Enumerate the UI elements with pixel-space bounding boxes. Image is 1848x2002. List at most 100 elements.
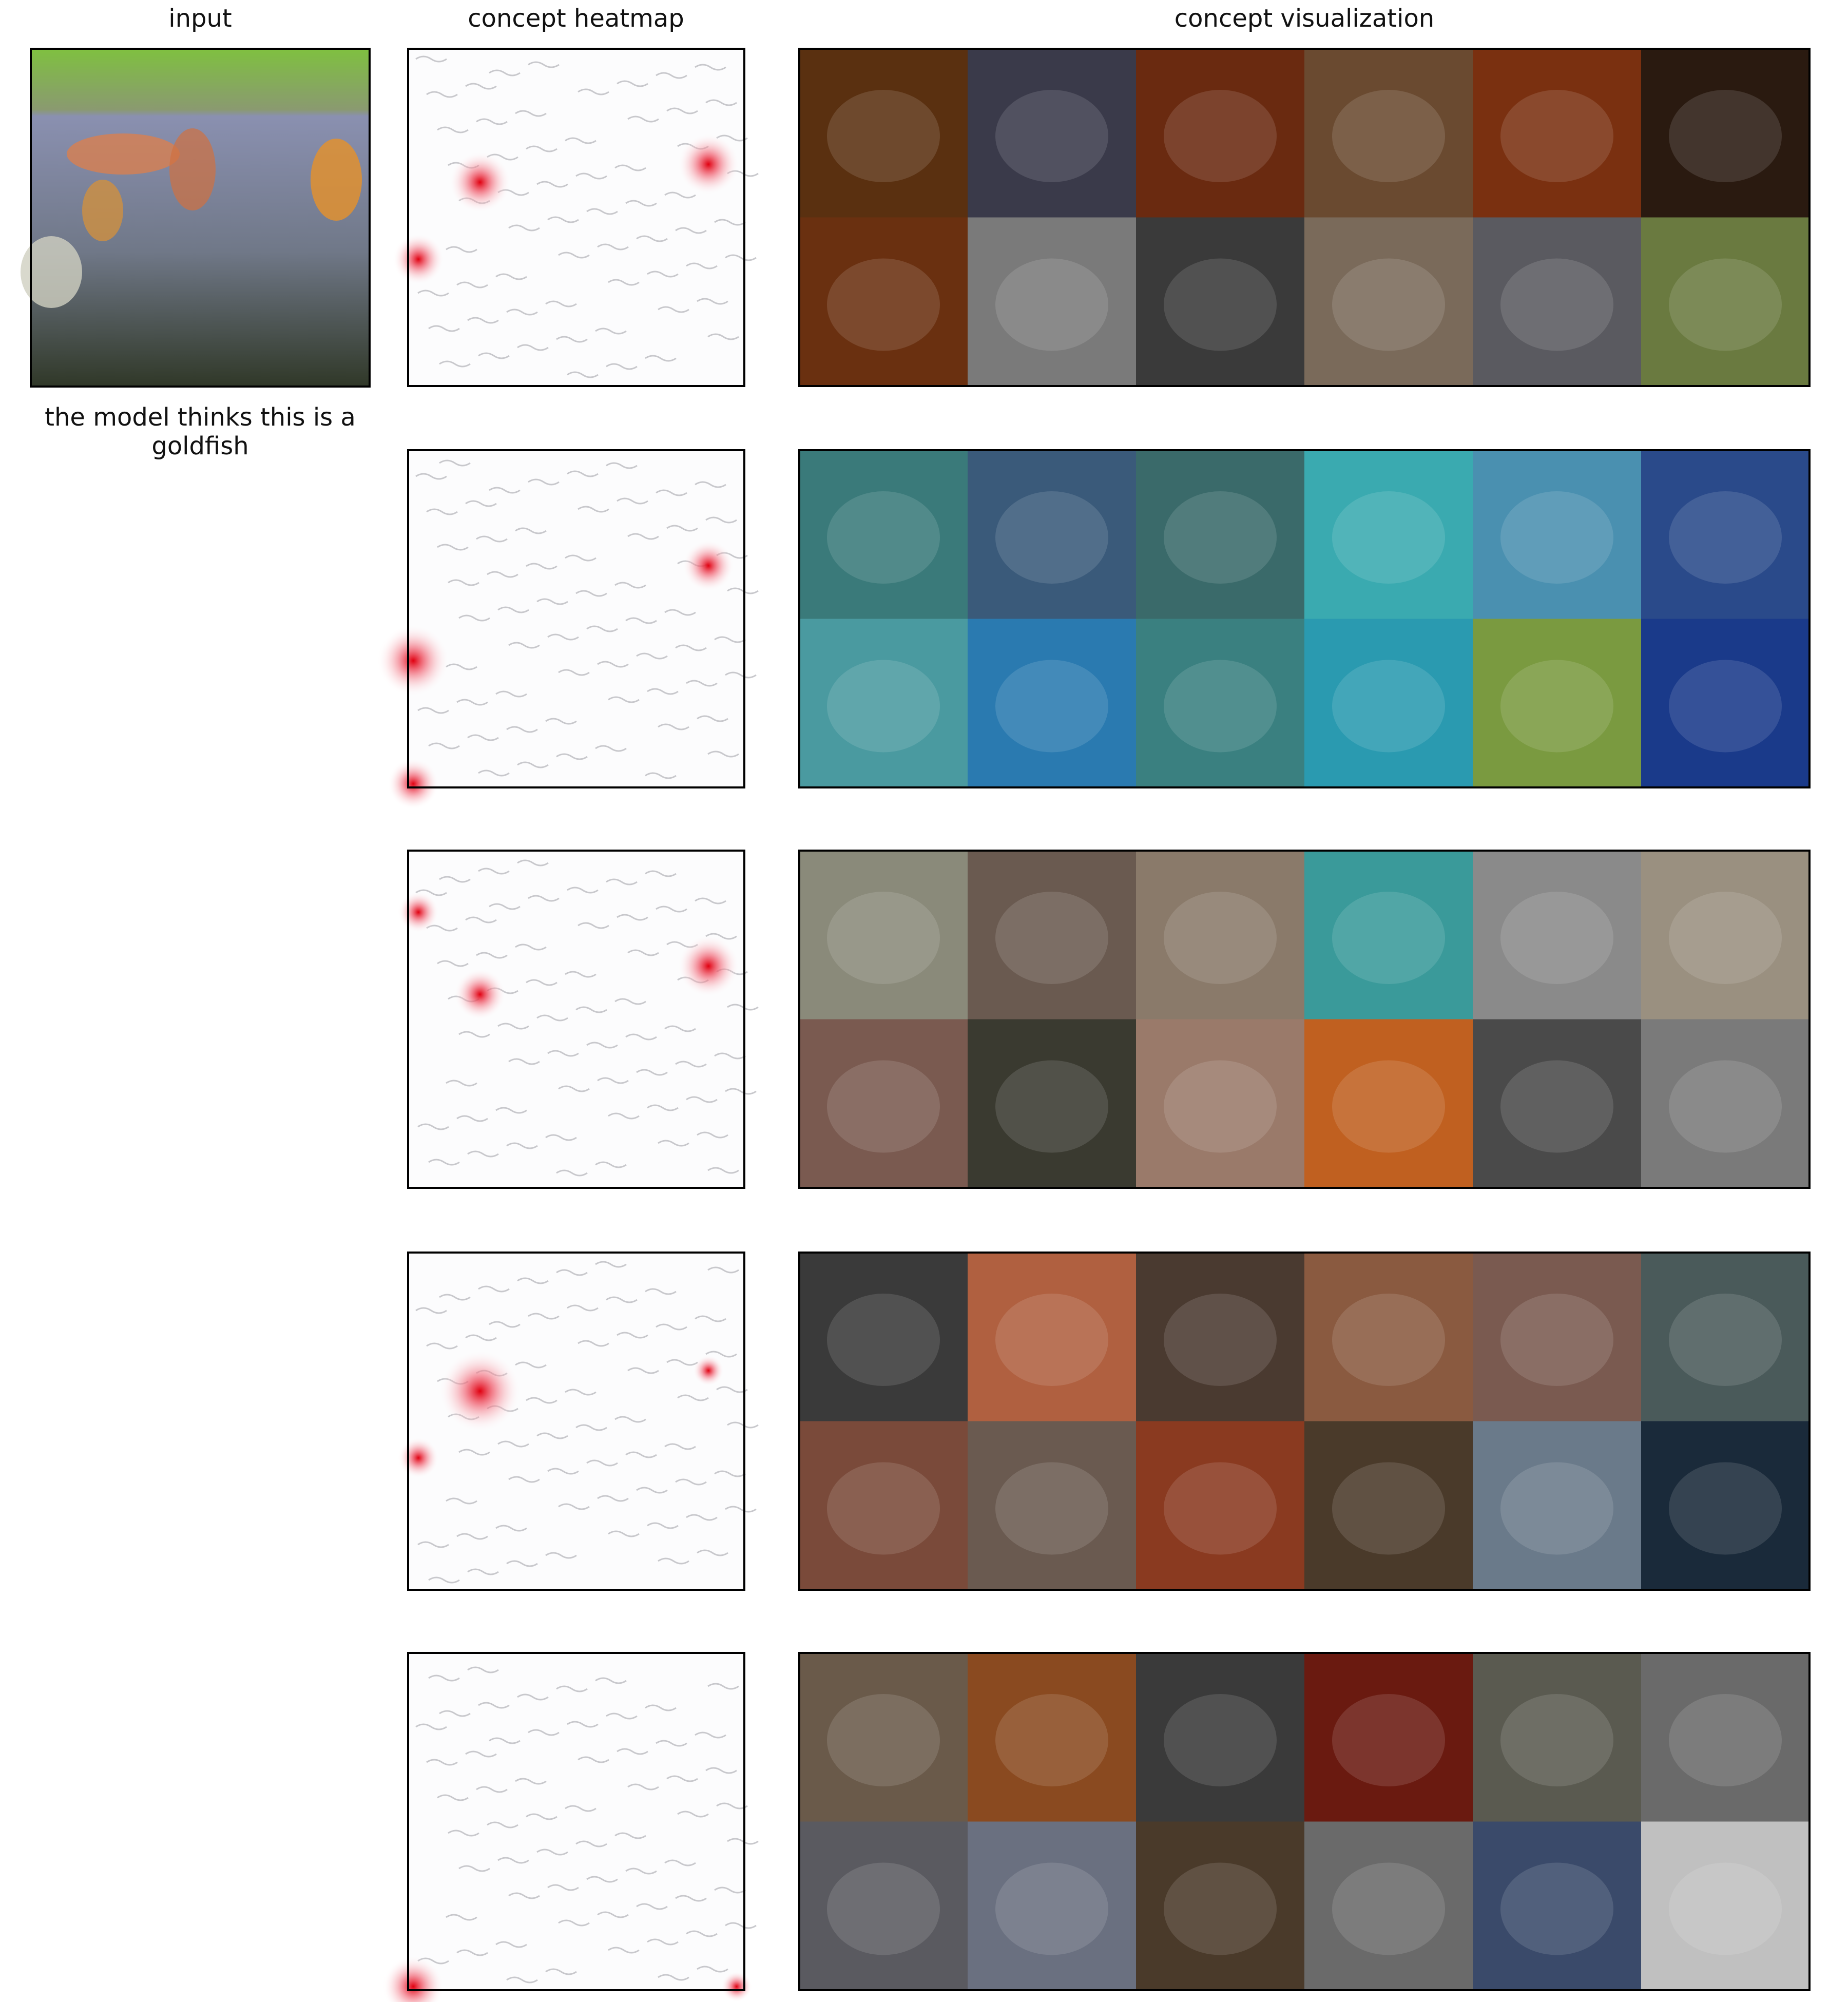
heatmap-edge: [558, 1085, 590, 1092]
concept-tile: [968, 1821, 1136, 1990]
heatmap-edge: [565, 971, 596, 978]
concept-tile-detail: [1164, 1462, 1277, 1555]
heatmap-edge: [456, 281, 488, 288]
heatmap-edge: [556, 1169, 588, 1177]
heatmap-edge: [695, 481, 726, 488]
heatmap-edge: [658, 1140, 689, 1147]
heatmap-hotspot: [393, 234, 444, 285]
heatmap-edge: [437, 960, 469, 967]
heatmap-edge: [506, 309, 538, 316]
heatmap-edge: [489, 903, 521, 910]
concept-tile-detail: [1164, 1060, 1277, 1153]
heatmap-edge: [725, 1088, 757, 1095]
concept-tile-detail: [1332, 1694, 1445, 1786]
heatmap-edge: [666, 1359, 698, 1366]
heatmap-edge: [565, 1805, 596, 1812]
heatmap-edge: [686, 1514, 718, 1521]
heatmap-edge: [695, 1731, 726, 1739]
heatmap-edge: [528, 1729, 560, 1736]
visualization-frame: [798, 1652, 1811, 1991]
heatmap-edge: [437, 126, 469, 133]
concept-tile-detail: [995, 1862, 1108, 1955]
concept-tile-detail: [1164, 1294, 1277, 1386]
heatmap-edge: [686, 680, 718, 687]
heatmap-hotspot: [454, 969, 506, 1020]
heatmap-edge: [727, 1838, 759, 1845]
heatmap-edge: [478, 1285, 510, 1293]
heatmap-edge: [417, 1541, 449, 1548]
heatmap-edge: [614, 582, 646, 589]
visualization-frame: [798, 48, 1811, 387]
heatmap-edge: [415, 473, 447, 480]
concept-tile-detail: [1500, 1462, 1613, 1555]
heatmap-edge: [686, 1930, 718, 1937]
heatmap-edge: [439, 876, 471, 883]
heatmap-edge: [467, 317, 499, 324]
heatmap-edge: [515, 527, 547, 534]
heatmap-edge: [417, 1123, 449, 1130]
visualization-frame: [798, 850, 1811, 1189]
heatmap-edge: [517, 1277, 549, 1284]
concept-tile: [1641, 1253, 1810, 1421]
heatmap-edge: [456, 1115, 488, 1122]
concept-tile: [968, 1019, 1136, 1188]
heatmap-edge: [625, 1451, 657, 1458]
heatmap-edge: [439, 459, 471, 467]
heatmap-edge: [417, 707, 449, 714]
concept-tile: [1304, 49, 1473, 218]
heatmap-edge: [426, 1759, 458, 1766]
heatmap-edge: [497, 1857, 529, 1864]
heatmap-edge: [697, 1966, 728, 1973]
concept-tile-detail: [827, 90, 940, 182]
heatmap-edge: [439, 1710, 471, 1717]
heatmap-edge: [517, 1693, 549, 1701]
heatmap-edge: [547, 633, 579, 641]
concept-tile-detail: [995, 1060, 1108, 1153]
heatmap-edge: [456, 1949, 488, 1956]
heatmap-edge: [567, 371, 599, 378]
heatmap-edge: [586, 208, 618, 215]
heatmap-hotspot: [683, 540, 734, 591]
concept-tile-detail: [995, 90, 1108, 182]
concept-tile: [799, 619, 968, 787]
heatmap-edge: [617, 497, 648, 505]
heatmap: [408, 851, 744, 1188]
heatmap-edge: [697, 1549, 728, 1556]
heatmap-edge: [614, 1416, 646, 1423]
heatmap-edge: [614, 164, 646, 171]
concept-tile: [1641, 217, 1810, 386]
concept-tile: [799, 1019, 968, 1188]
heatmap-edge: [415, 1307, 447, 1314]
concept-tile-detail: [995, 892, 1108, 984]
heatmap-frame: [407, 850, 745, 1189]
concept-tile-detail: [827, 892, 940, 984]
concept-tile: [1136, 1821, 1304, 1990]
concept-tile-detail: [1500, 892, 1613, 984]
heatmap-hotspot: [449, 151, 511, 213]
heatmap-edge: [627, 533, 659, 540]
heatmap-edge: [448, 579, 479, 586]
concept-tile-detail: [1332, 1294, 1445, 1386]
heatmap-edge: [578, 1756, 609, 1763]
heatmap-edge: [697, 298, 728, 305]
heatmap-edge: [565, 554, 596, 562]
concept-tile: [1473, 1821, 1641, 1990]
heatmap-edge: [664, 1025, 696, 1032]
heatmap-edge: [656, 1740, 687, 1747]
heatmap: [408, 1653, 744, 1990]
concept-tile: [799, 1421, 968, 1590]
concept-tile-detail: [827, 258, 940, 351]
concept-tile: [799, 1253, 968, 1421]
heatmap-edge: [714, 1052, 746, 1060]
concept-tile: [1136, 217, 1304, 386]
heatmap-edge: [508, 1476, 540, 1483]
concept-tile-detail: [827, 1694, 940, 1786]
concept-tile: [1473, 450, 1641, 619]
heatmap-edge: [606, 462, 638, 469]
heatmap-edge: [536, 181, 568, 188]
heatmap-edge: [506, 1976, 538, 1984]
concept-tile-detail: [1332, 1862, 1445, 1955]
heatmap-edge: [415, 1723, 447, 1730]
heatmap-hotspot: [721, 1971, 752, 2002]
